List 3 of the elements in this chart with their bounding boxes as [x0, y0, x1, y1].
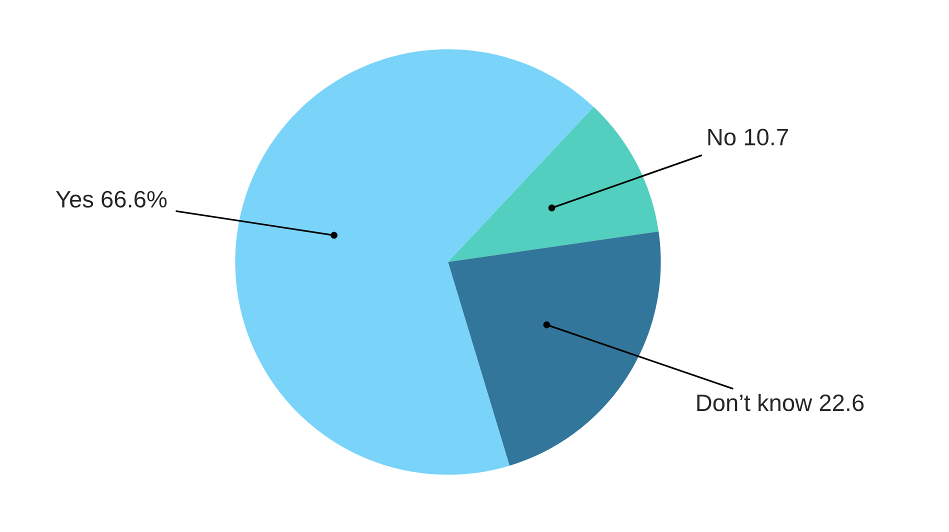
- slice-label: Yes 66.6%: [56, 190, 167, 208]
- slice-label: No 10.7: [708, 128, 788, 146]
- slice-label: Don’t know 22.6: [697, 394, 864, 412]
